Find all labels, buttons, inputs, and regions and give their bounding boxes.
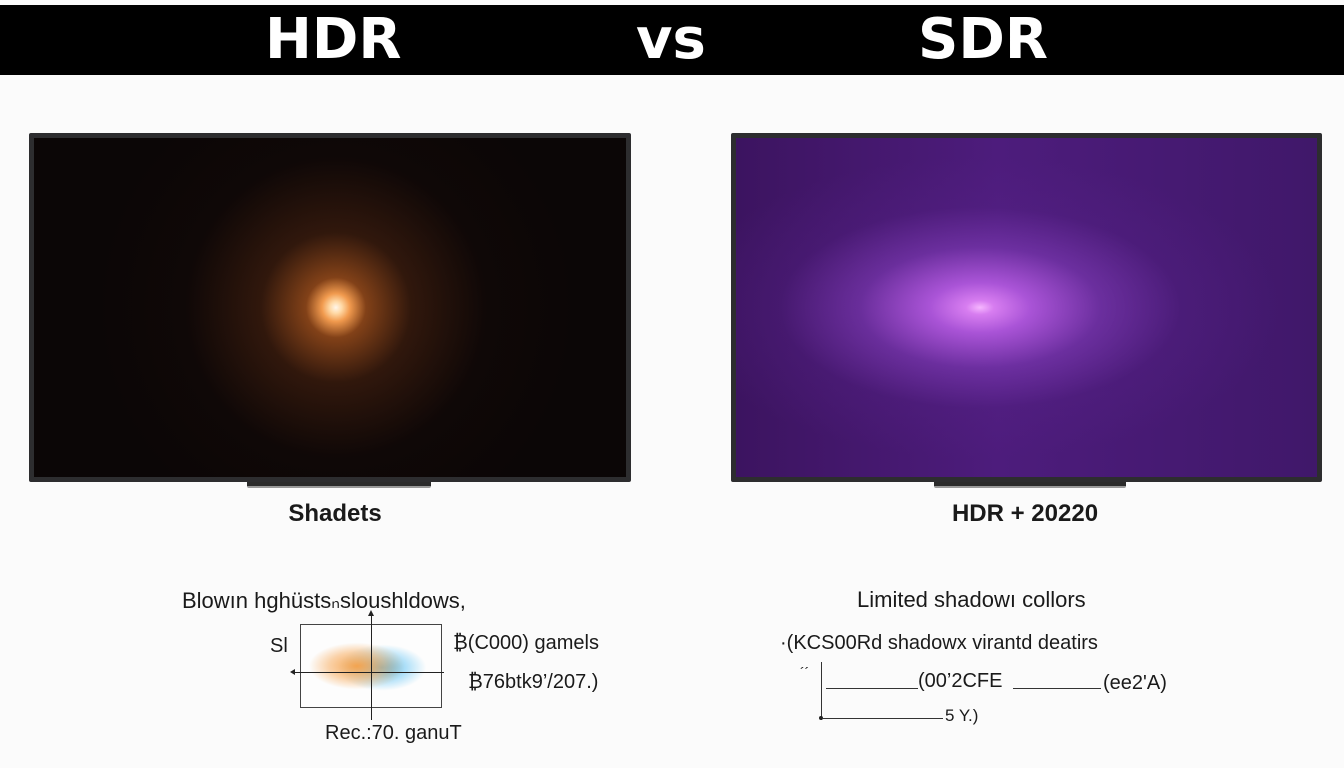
right-rule-top-left	[826, 688, 918, 689]
header-vs: vs	[636, 7, 706, 72]
hdr-tv-stand	[247, 482, 431, 488]
right-caption: HDR + 20220	[951, 500, 1099, 527]
right-code-right: (ee2'A)	[1103, 672, 1167, 694]
right-rule-dot	[819, 716, 823, 720]
gamut-axis-label: Sl	[270, 635, 288, 657]
sdr-tv-screen	[731, 133, 1322, 482]
header-sdr: SDR	[918, 7, 1048, 72]
gamut-line-1: ₿(C000) gamels	[453, 632, 599, 654]
right-code-left: (00’2CFE	[918, 670, 1003, 692]
right-detail-line: ·(KCS00Rd shadowx virantd deatirs	[780, 632, 1098, 654]
gamut-vertical-axis	[368, 610, 374, 720]
sdr-tv-stand	[934, 482, 1126, 488]
right-rule-bottom	[823, 718, 943, 719]
right-code-bottom: 5 Y.)	[945, 706, 979, 725]
header-bar: HDR vs SDR	[0, 5, 1344, 75]
right-rule-top-right	[1013, 688, 1101, 689]
gamut-line-2: ₿76btk9’/207.)	[468, 671, 599, 693]
left-caption: Shadets	[288, 500, 382, 527]
right-vertical-rule	[821, 662, 822, 720]
right-tick-label: ´´	[800, 664, 810, 680]
header-hdr: HDR	[265, 7, 402, 72]
hdr-tv-screen	[29, 133, 631, 482]
right-description: Limited shadowı collors	[857, 587, 1086, 612]
gamut-horizontal-axis	[290, 669, 444, 675]
gamut-caption: Rec.:70. ganuT	[325, 722, 462, 744]
left-description: Blowın hghüstsₙsloushldows,	[182, 588, 466, 613]
